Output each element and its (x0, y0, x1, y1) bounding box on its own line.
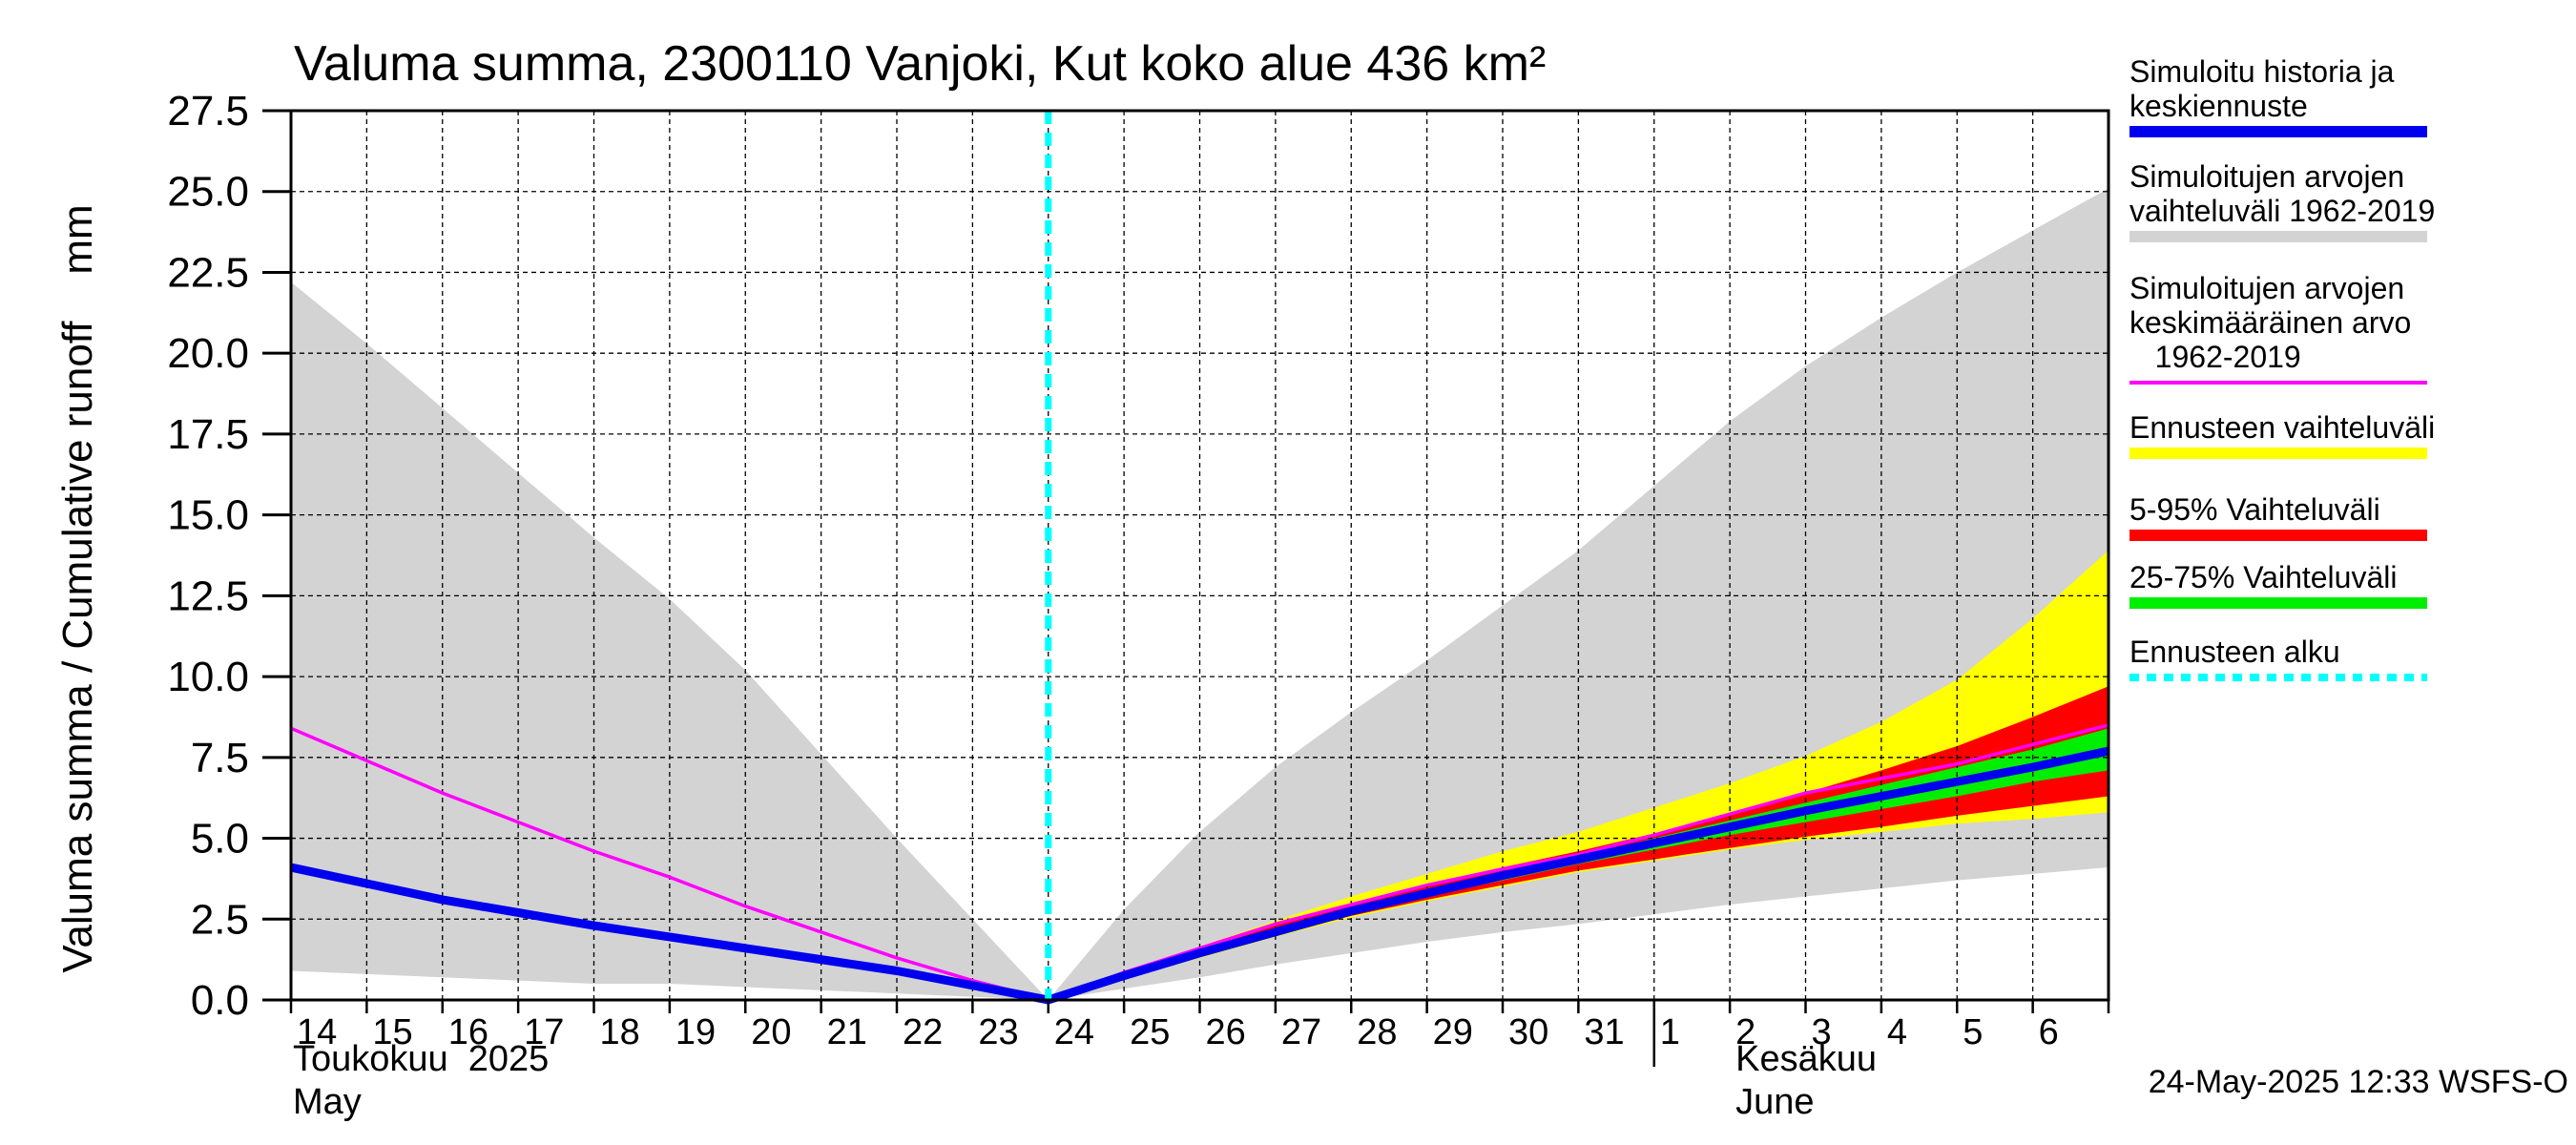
plot-area: 0.0 2.5 5.0 7.5 10.0 12.5 15.0 17.5 20.0 22.5 25.0… (167, 88, 2110, 1122)
x-day-label: 2 (1735, 1012, 1755, 1052)
x-day-label: 5 (1963, 1012, 1983, 1052)
x-day-label: 19 (675, 1012, 716, 1052)
y-tick-label: 0.0 (191, 977, 249, 1024)
legend-label: 1962-2019 (2129, 340, 2301, 374)
y-tick-label: 10.0 (167, 654, 249, 700)
x-day-label: 30 (1508, 1012, 1548, 1052)
y-tick-label: 5.0 (191, 816, 249, 863)
x-day-label: 18 (600, 1012, 640, 1052)
x-day-label: 14 (297, 1012, 337, 1052)
legend-label: Simuloitujen arvojen (2129, 159, 2404, 194)
legend-label: vaihteluväli 1962-2019 (2129, 194, 2435, 228)
month-label-may-fi: Toukokuu 2025 (293, 1039, 549, 1079)
month-label-may-en: May (293, 1082, 362, 1122)
legend-label: Ennusteen alku (2129, 635, 2340, 669)
x-day-label: 28 (1357, 1012, 1397, 1052)
x-day-label: 24 (1054, 1012, 1094, 1052)
mean-line (290, 723, 2109, 1002)
x-day-label: 26 (1206, 1012, 1246, 1052)
month-label-june-en: June (1735, 1082, 1814, 1122)
y-tick-label: 20.0 (167, 330, 249, 377)
x-day-label: 4 (1887, 1012, 1907, 1052)
y-tick-label: 25.0 (167, 169, 249, 216)
legend-label: Simuloitu historia ja (2129, 54, 2395, 89)
legend-label: 5-95% Vaihteluväli (2129, 492, 2380, 527)
chart-title: Valuma summa, 2300110 Vanjoki, Kut koko … (294, 36, 1546, 92)
x-day-label: 25 (1130, 1012, 1170, 1052)
legend-label: Ennusteen vaihteluväli (2129, 410, 2435, 445)
legend-label: keskiennuste (2129, 89, 2308, 123)
x-day-label: 17 (524, 1012, 564, 1052)
month-label-june-fi: Kesäkuu (1735, 1039, 1877, 1079)
history-range-band (291, 188, 2109, 1000)
legend-label: Simuloitujen arvojen (2129, 271, 2404, 305)
y-tick-label: 12.5 (167, 572, 249, 619)
y-tick-label: 2.5 (191, 896, 249, 943)
x-day-label: 20 (751, 1012, 791, 1052)
x-day-label: 15 (372, 1012, 412, 1052)
x-day-label: 6 (2039, 1012, 2059, 1052)
p25-75-band (1048, 728, 2109, 1000)
x-day-label: 3 (1812, 1012, 1832, 1052)
legend-label: 25-75% Vaihteluväli (2129, 560, 2397, 594)
x-day-label: 1 (1660, 1012, 1680, 1052)
x-day-label: 27 (1281, 1012, 1321, 1052)
x-day-label: 21 (827, 1012, 867, 1052)
y-tick-label: 22.5 (167, 249, 249, 296)
x-day-label: 31 (1584, 1012, 1624, 1052)
x-day-label: 29 (1433, 1012, 1473, 1052)
timestamp: 24-May-2025 12:33 WSFS-O (2149, 1064, 2568, 1100)
x-day-label: 22 (903, 1012, 943, 1052)
y-tick-label: 27.5 (167, 88, 249, 135)
x-day-label: 23 (978, 1012, 1018, 1052)
y-tick-label: 17.5 (167, 411, 249, 458)
median-line (290, 746, 2109, 1005)
y-tick-label: 7.5 (191, 735, 249, 781)
x-day-label: 16 (448, 1012, 488, 1052)
legend-label: keskimääräinen arvo (2129, 305, 2411, 340)
y-tick-label: 15.0 (167, 492, 249, 539)
y-axis-label: Valuma summa / Cumulative runoff mm (54, 204, 101, 972)
